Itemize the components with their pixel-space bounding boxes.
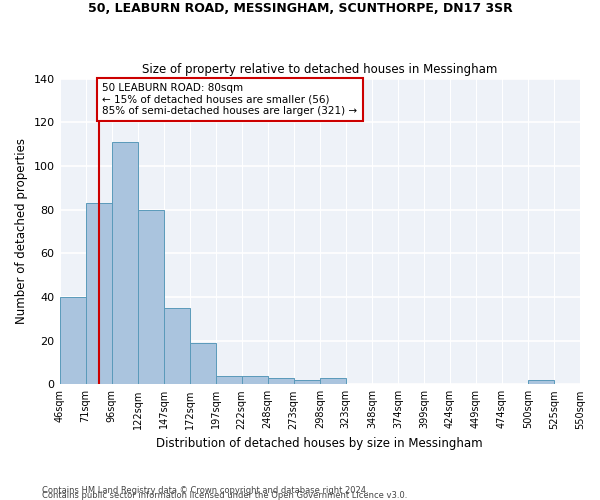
Bar <box>294 380 320 384</box>
Text: Contains HM Land Registry data © Crown copyright and database right 2024.: Contains HM Land Registry data © Crown c… <box>42 486 368 495</box>
Y-axis label: Number of detached properties: Number of detached properties <box>15 138 28 324</box>
Text: Contains public sector information licensed under the Open Government Licence v3: Contains public sector information licen… <box>42 491 407 500</box>
Bar <box>112 142 137 384</box>
Bar <box>59 297 86 384</box>
Bar <box>528 380 554 384</box>
X-axis label: Distribution of detached houses by size in Messingham: Distribution of detached houses by size … <box>157 437 483 450</box>
Bar <box>242 376 268 384</box>
Bar <box>190 343 215 384</box>
Text: 50, LEABURN ROAD, MESSINGHAM, SCUNTHORPE, DN17 3SR: 50, LEABURN ROAD, MESSINGHAM, SCUNTHORPE… <box>88 2 512 16</box>
Title: Size of property relative to detached houses in Messingham: Size of property relative to detached ho… <box>142 63 497 76</box>
Text: 50 LEABURN ROAD: 80sqm
← 15% of detached houses are smaller (56)
85% of semi-det: 50 LEABURN ROAD: 80sqm ← 15% of detached… <box>103 83 358 116</box>
Bar <box>164 308 190 384</box>
Bar <box>86 203 112 384</box>
Bar <box>215 376 242 384</box>
Bar <box>137 210 164 384</box>
Bar <box>320 378 346 384</box>
Bar <box>268 378 294 384</box>
